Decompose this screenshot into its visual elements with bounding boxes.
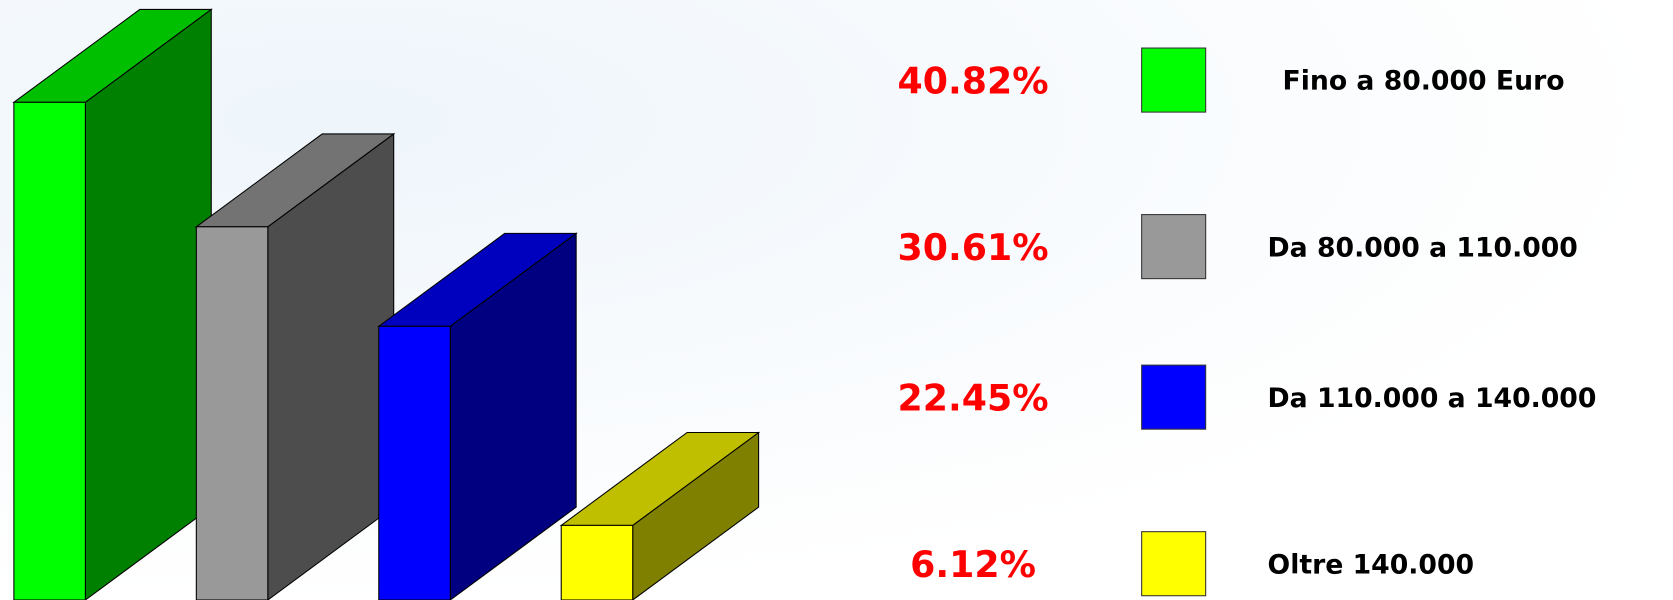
legend-swatch [1141, 214, 1207, 280]
legend-label: Fino a 80.000 Euro [1282, 66, 1564, 97]
value-label: 22.45% [898, 376, 1049, 419]
bar [195, 226, 269, 600]
bar [13, 101, 86, 600]
bar-side [84, 8, 212, 600]
value-label: 6.12% [910, 543, 1036, 586]
legend-label: Da 110.000 a 140.000 [1268, 383, 1597, 414]
bar [378, 325, 451, 600]
legend-label: Oltre 140.000 [1268, 549, 1475, 580]
bar [560, 524, 634, 600]
legend-swatch [1141, 531, 1207, 597]
legend-label: Da 80.000 a 110.000 [1268, 232, 1578, 263]
legend-swatch [1141, 364, 1207, 430]
legend-swatch [1141, 47, 1207, 113]
value-label: 30.61% [898, 226, 1049, 269]
value-label: 40.82% [898, 59, 1049, 102]
